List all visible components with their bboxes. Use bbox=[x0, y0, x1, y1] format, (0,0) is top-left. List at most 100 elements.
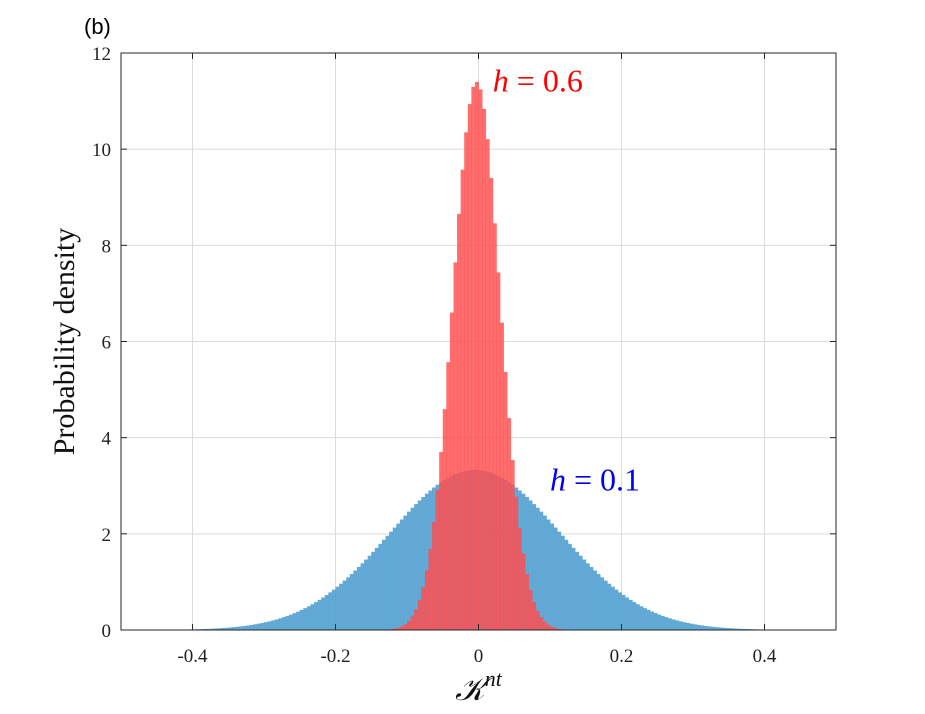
histogram-bar bbox=[610, 586, 615, 630]
histogram-bar bbox=[550, 523, 554, 630]
histogram-bar bbox=[710, 626, 715, 630]
histogram-bar bbox=[553, 627, 558, 630]
histogram-bar bbox=[213, 628, 218, 630]
histogram-bar bbox=[371, 551, 376, 630]
histogram-bar bbox=[678, 621, 683, 630]
histogram-bar bbox=[589, 566, 594, 630]
histogram-bar bbox=[242, 625, 247, 630]
annotation-var: h bbox=[550, 462, 566, 498]
histogram-bar bbox=[267, 621, 272, 630]
histogram-bar bbox=[356, 566, 361, 630]
histogram-bar bbox=[567, 543, 572, 630]
x-tick-label: 0 bbox=[474, 646, 484, 667]
histogram-bar bbox=[414, 504, 419, 630]
histogram-bar bbox=[539, 617, 544, 630]
histogram-bar bbox=[385, 535, 390, 630]
histogram-bar bbox=[517, 527, 522, 630]
histogram-bar bbox=[474, 81, 479, 631]
histogram-bar bbox=[421, 587, 426, 630]
histogram-bar bbox=[392, 628, 397, 630]
histogram-bar bbox=[603, 580, 608, 630]
histogram-bar bbox=[521, 553, 526, 630]
y-tick-label: 12 bbox=[92, 44, 111, 65]
x-tick-label: -0.4 bbox=[177, 646, 208, 667]
histogram-bar bbox=[642, 608, 647, 630]
histogram-bar bbox=[289, 614, 293, 630]
histogram-bar bbox=[578, 555, 583, 630]
histogram-bar bbox=[503, 371, 508, 630]
histogram-bar bbox=[364, 559, 369, 630]
histogram-bar bbox=[725, 628, 730, 630]
histogram-bar bbox=[460, 169, 465, 631]
annotation-value: = 0.1 bbox=[566, 462, 640, 498]
histogram-bar bbox=[346, 577, 351, 630]
axis-ticks: -0.4 -0.2 0 0.2 0.4 0 2 4 6 8 10 12 bbox=[92, 44, 836, 667]
histogram-bar bbox=[646, 609, 651, 630]
histogram-bar bbox=[264, 622, 268, 630]
histogram-bar bbox=[464, 132, 469, 630]
histogram-bar bbox=[575, 551, 579, 630]
histogram-bar bbox=[539, 511, 544, 630]
histogram-bar bbox=[396, 523, 401, 630]
histogram-bar bbox=[217, 628, 222, 630]
histogram-bar bbox=[707, 626, 712, 630]
series-annotation: h = 0.1 bbox=[550, 462, 640, 498]
histogram-bar bbox=[428, 548, 433, 630]
histogram-bar bbox=[660, 615, 665, 630]
histogram-bar bbox=[374, 547, 379, 630]
y-tick-label: 0 bbox=[102, 621, 112, 642]
histogram-bar bbox=[582, 559, 587, 630]
histogram-bar bbox=[417, 599, 422, 630]
histogram-bar bbox=[321, 597, 326, 630]
histogram-bar bbox=[435, 489, 440, 630]
histogram-bar bbox=[299, 609, 304, 630]
histogram-bar bbox=[253, 624, 258, 630]
histogram-bar bbox=[296, 611, 301, 630]
histogram-bar bbox=[228, 627, 233, 630]
histogram-bar bbox=[667, 618, 672, 630]
x-tick-label: 0.2 bbox=[610, 646, 634, 667]
y-tick-label: 2 bbox=[102, 525, 112, 546]
histogram-bar bbox=[392, 527, 397, 630]
annotation-value: = 0.6 bbox=[509, 62, 583, 98]
histogram-bar bbox=[535, 507, 540, 630]
histogram-bar bbox=[607, 583, 612, 630]
histogram-bar bbox=[367, 555, 372, 630]
histogram-bar bbox=[403, 624, 408, 630]
histogram-bar bbox=[328, 592, 333, 630]
histogram-bar bbox=[256, 623, 261, 630]
histogram-bar bbox=[378, 543, 383, 630]
histogram-bar bbox=[614, 589, 619, 630]
histogram-bar bbox=[453, 262, 458, 630]
histogram-bar bbox=[335, 586, 340, 630]
histogram-bar bbox=[728, 628, 733, 630]
histogram-bar bbox=[482, 108, 487, 631]
histogram-bar bbox=[542, 515, 547, 630]
histogram-bar bbox=[224, 627, 229, 630]
histogram-bar bbox=[653, 613, 658, 630]
series-narrow bbox=[374, 81, 579, 631]
histogram-bar bbox=[285, 615, 290, 630]
histogram-bar bbox=[524, 497, 529, 630]
histogram-bar bbox=[546, 519, 551, 630]
histogram-bar bbox=[546, 624, 551, 630]
histogram-bar bbox=[650, 611, 655, 630]
histogram-bar bbox=[467, 104, 472, 630]
histogram-bar bbox=[664, 617, 669, 630]
histogram-bar bbox=[407, 620, 411, 630]
y-axis-title: Probability density bbox=[48, 228, 81, 456]
histogram-bar bbox=[625, 597, 630, 630]
histogram-bar bbox=[310, 604, 315, 630]
histogram-bar bbox=[542, 621, 547, 630]
histogram-bar bbox=[432, 522, 436, 630]
histogram-bar bbox=[560, 535, 565, 630]
histogram-bar bbox=[732, 628, 737, 630]
histogram-bar bbox=[596, 574, 601, 630]
histogram-bar bbox=[410, 507, 415, 630]
histogram-bar bbox=[446, 362, 451, 630]
histogram-bar bbox=[478, 89, 483, 630]
histogram-bar bbox=[235, 626, 240, 630]
histogram-bar bbox=[203, 628, 208, 630]
histogram-bar bbox=[492, 223, 497, 630]
